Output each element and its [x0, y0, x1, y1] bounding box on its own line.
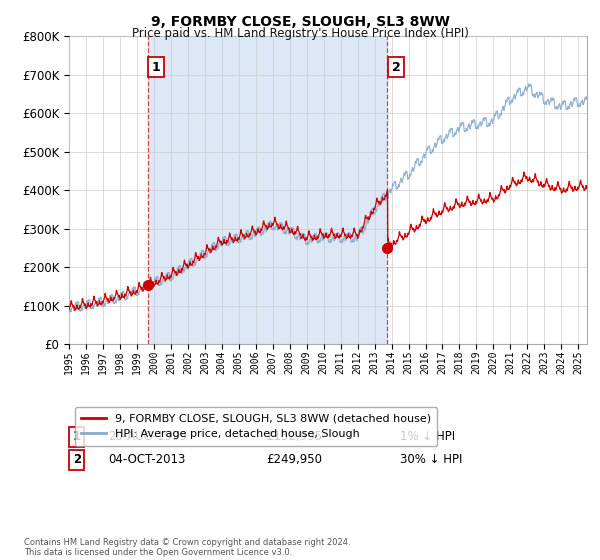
Bar — [148, 36, 388, 344]
Text: 2: 2 — [73, 454, 81, 466]
Text: 20-AUG-1999: 20-AUG-1999 — [108, 430, 187, 444]
Text: 1: 1 — [152, 60, 161, 74]
Text: £249,950: £249,950 — [266, 454, 322, 466]
Text: 1% ↓ HPI: 1% ↓ HPI — [400, 430, 455, 444]
Text: 1: 1 — [73, 430, 81, 444]
Text: 30% ↓ HPI: 30% ↓ HPI — [400, 454, 463, 466]
Text: £152,995: £152,995 — [266, 430, 322, 444]
Text: Price paid vs. HM Land Registry's House Price Index (HPI): Price paid vs. HM Land Registry's House … — [131, 27, 469, 40]
Text: 9, FORMBY CLOSE, SLOUGH, SL3 8WW: 9, FORMBY CLOSE, SLOUGH, SL3 8WW — [151, 15, 449, 29]
Legend: 9, FORMBY CLOSE, SLOUGH, SL3 8WW (detached house), HPI: Average price, detached : 9, FORMBY CLOSE, SLOUGH, SL3 8WW (detach… — [74, 407, 437, 446]
Text: 2: 2 — [392, 60, 400, 74]
Text: Contains HM Land Registry data © Crown copyright and database right 2024.
This d: Contains HM Land Registry data © Crown c… — [24, 538, 350, 557]
Text: 04-OCT-2013: 04-OCT-2013 — [108, 454, 185, 466]
